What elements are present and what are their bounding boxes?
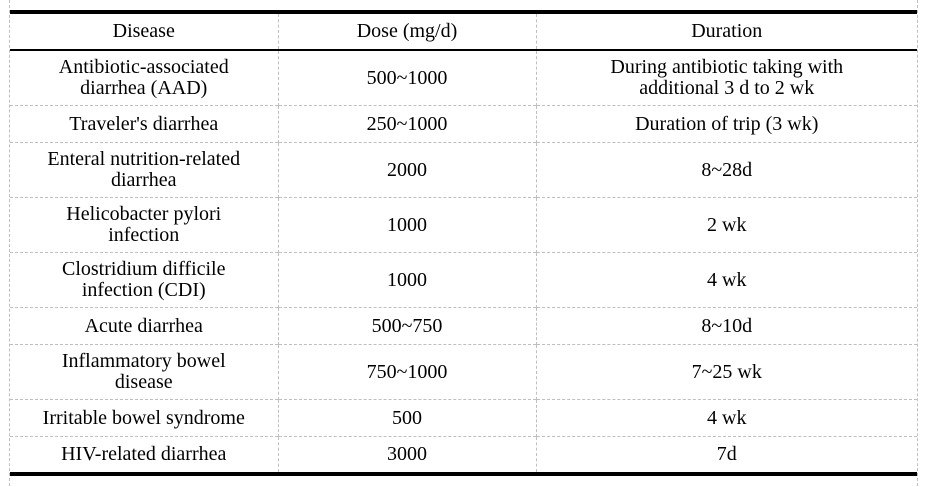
disease-cell: Antibiotic-associated diarrhea (AAD) xyxy=(10,50,279,106)
duration-cell: 4 wk xyxy=(707,406,747,429)
disease-cell: Inflammatory bowel disease xyxy=(10,344,279,400)
dose-cell: 1000 xyxy=(278,252,537,308)
duration-cell: 8~10d xyxy=(701,314,753,337)
dose-cell: 250~1000 xyxy=(278,105,537,143)
table-row: Enteral nutrition-related diarrhea 2000 … xyxy=(10,142,917,198)
dose-cell: 750~1000 xyxy=(278,344,537,400)
disease-dose-duration-table: Disease Dose (mg/d) Duration Antibiotic-… xyxy=(10,10,917,476)
disease-cell: Acute diarrhea xyxy=(10,307,279,345)
dose-cell: 3000 xyxy=(278,436,537,474)
header-row: Disease Dose (mg/d) Duration xyxy=(10,12,917,51)
column-header-dose: Dose (mg/d) xyxy=(278,12,537,51)
duration-cell: During antibiotic taking with additional… xyxy=(610,56,844,99)
dose-cell: 1000 xyxy=(278,197,537,253)
dose-cell: 500~750 xyxy=(278,307,537,345)
dose-cell: 500 xyxy=(278,399,537,437)
table-row: Clostridium difficile infection (CDI) 10… xyxy=(10,252,917,308)
duration-cell: 7~25 wk xyxy=(691,360,762,383)
dose-cell: 2000 xyxy=(278,142,537,198)
column-header-disease: Disease xyxy=(10,12,279,51)
dose-cell: 500~1000 xyxy=(278,50,537,106)
table-row: Inflammatory bowel disease 750~1000 7~25… xyxy=(10,344,917,400)
table-row: Antibiotic-associated diarrhea (AAD) 500… xyxy=(10,50,917,106)
column-header-duration: Duration xyxy=(536,12,917,51)
table-row: Helicobacter pylori infection 1000 2 wk xyxy=(10,197,917,253)
dosage-table-wrapper: Disease Dose (mg/d) Duration Antibiotic-… xyxy=(9,0,918,486)
duration-cell: 4 wk xyxy=(707,268,747,291)
table-body: Antibiotic-associated diarrhea (AAD) 500… xyxy=(10,50,917,474)
disease-cell: Helicobacter pylori infection xyxy=(10,197,279,253)
table-row: HIV-related diarrhea 3000 7d xyxy=(10,436,917,474)
disease-cell: Enteral nutrition-related diarrhea xyxy=(10,142,279,198)
duration-cell: 2 wk xyxy=(707,213,747,236)
disease-cell: Traveler's diarrhea xyxy=(10,105,279,143)
disease-cell: Clostridium difficile infection (CDI) xyxy=(10,252,279,308)
duration-cell: 8~28d xyxy=(701,158,753,181)
disease-cell: HIV-related diarrhea xyxy=(10,436,279,474)
disease-cell: Irritable bowel syndrome xyxy=(10,399,279,437)
table-row: Irritable bowel syndrome 500 4 wk xyxy=(10,399,917,437)
table-header: Disease Dose (mg/d) Duration xyxy=(10,12,917,51)
duration-cell: 7d xyxy=(716,442,737,465)
duration-cell: Duration of trip (3 wk) xyxy=(635,112,819,135)
table-row: Acute diarrhea 500~750 8~10d xyxy=(10,307,917,345)
table-row: Traveler's diarrhea 250~1000 Duration of… xyxy=(10,105,917,143)
